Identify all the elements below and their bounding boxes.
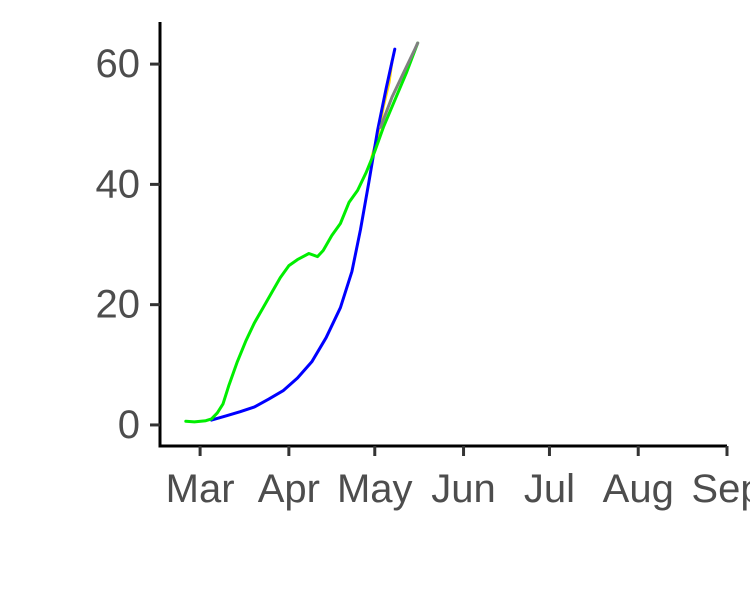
x-axis-ticks: Mar Apr May Jun Jul Aug Sep xyxy=(166,446,750,511)
x-tick-label: Apr xyxy=(258,467,320,511)
y-tick-label: 20 xyxy=(96,283,141,327)
axes-layer xyxy=(158,22,727,448)
series-line-2 xyxy=(210,47,397,422)
series-layer xyxy=(184,41,420,424)
y-tick-label: 0 xyxy=(118,403,140,447)
series-line-4 xyxy=(379,41,420,129)
y-tick-label: 60 xyxy=(96,42,141,86)
x-tick-label: May xyxy=(337,467,413,511)
x-tick-label: Jul xyxy=(524,467,575,511)
x-tick-label: Mar xyxy=(166,467,235,511)
y-tick-label: 40 xyxy=(96,162,141,206)
series-line-3 xyxy=(184,41,420,424)
x-tick-label: Sep xyxy=(691,467,750,511)
y-axis-ticks: 0 20 40 60 xyxy=(96,42,160,447)
x-tick-label: Aug xyxy=(603,467,674,511)
x-tick-label: Jun xyxy=(431,467,496,511)
